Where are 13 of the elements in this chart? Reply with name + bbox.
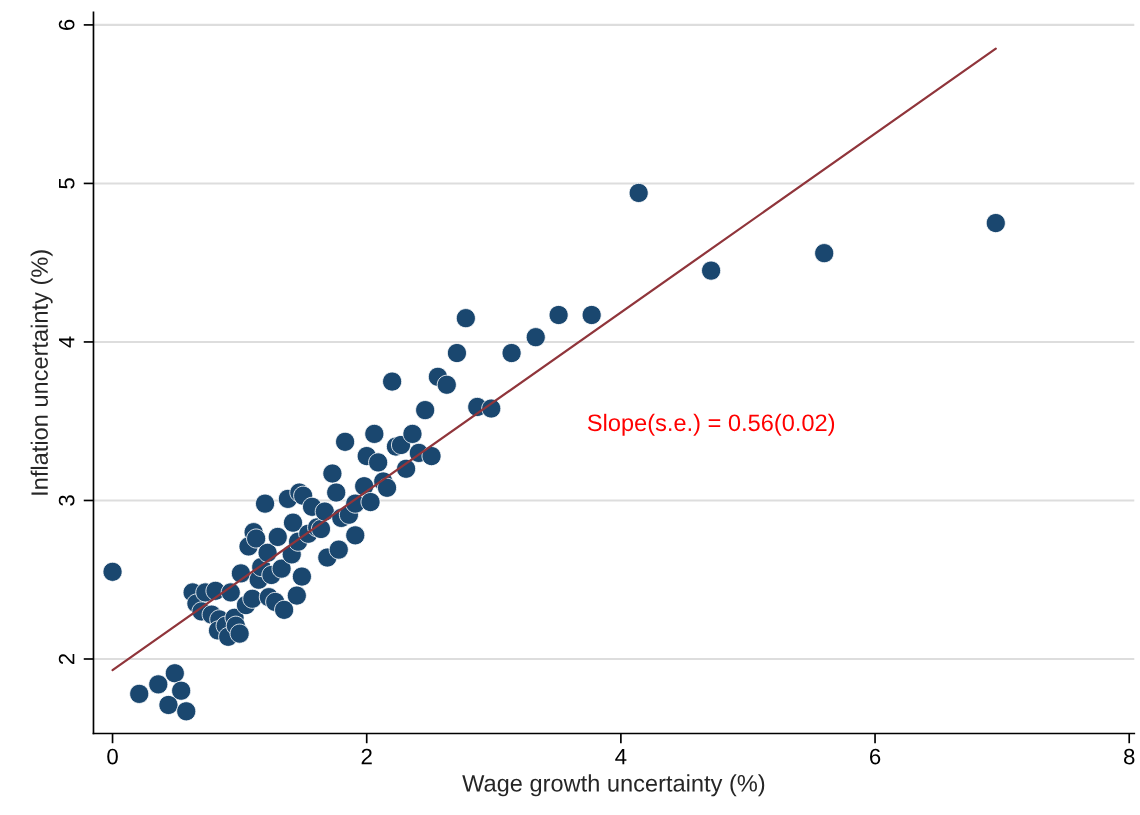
y-tick-label: 5 (59, 178, 75, 189)
x-tick-label: 4 (615, 748, 627, 765)
y-tick-label: 6 (58, 19, 75, 30)
annotation: Slope(s.e.) = 0.56(0.02) (587, 413, 835, 436)
y-tick-label: 2 (58, 653, 75, 665)
x-tick-label: 6 (870, 748, 881, 765)
x-tick-label: 8 (1124, 748, 1135, 765)
x-tick-label: 0 (107, 748, 118, 765)
x-tick-label: 2 (361, 748, 372, 765)
y-tick-label: 4 (59, 336, 75, 348)
x-axis-title: Wage growth uncertainty (%) (462, 774, 765, 797)
y-tick-label: 3 (58, 495, 75, 506)
y-axis-title: Inflation uncertainty (%) (30, 250, 53, 495)
